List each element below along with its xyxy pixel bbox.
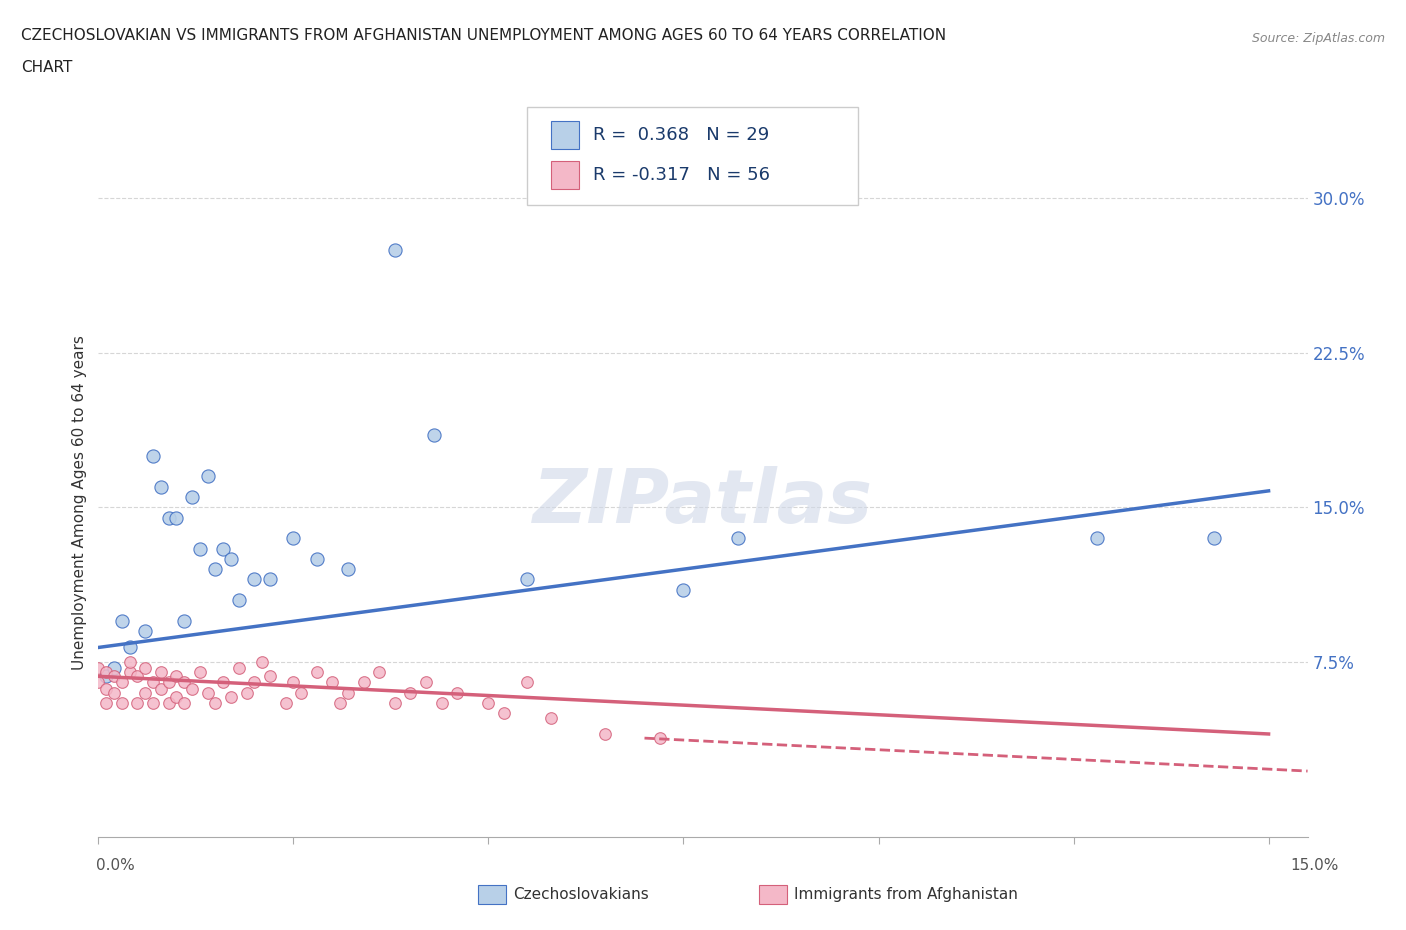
Point [219,551,242,566]
Point [96,681,118,696]
Point [283,675,305,690]
Point [1202,531,1225,546]
Point [259,669,281,684]
Point [157,511,180,525]
Point [188,665,211,680]
Point [197,469,219,484]
Text: Source: ZipAtlas.com: Source: ZipAtlas.com [1251,32,1385,45]
Point [494,706,516,721]
Point [165,669,187,684]
Point [87,660,110,675]
Point [142,448,165,463]
Point [516,572,538,587]
Point [595,726,617,741]
Point [415,675,437,690]
Point [204,696,226,711]
Point [648,731,671,746]
Point [142,675,165,690]
Point [446,685,468,700]
Point [252,655,274,670]
Point [204,562,226,577]
Point [188,541,211,556]
Point [111,696,134,711]
Point [243,572,266,587]
Point [96,669,118,684]
Text: 15.0%: 15.0% [1291,857,1339,872]
Point [165,689,187,704]
Point [430,696,453,711]
Y-axis label: Unemployment Among Ages 60 to 64 years: Unemployment Among Ages 60 to 64 years [72,335,87,670]
Point [103,669,125,684]
Point [243,675,266,690]
Point [96,696,118,711]
Point [290,685,312,700]
Point [111,613,134,628]
Text: ZIPatlas: ZIPatlas [533,466,873,538]
Point [111,675,134,690]
Point [118,655,141,670]
Point [173,613,195,628]
Point [305,551,328,566]
Point [134,660,156,675]
Point [727,531,749,546]
Point [337,685,360,700]
Text: CZECHOSLOVAKIAN VS IMMIGRANTS FROM AFGHANISTAN UNEMPLOYMENT AMONG AGES 60 TO 64 : CZECHOSLOVAKIAN VS IMMIGRANTS FROM AFGHA… [21,28,946,43]
Point [142,696,165,711]
Point [103,660,125,675]
Point [321,675,343,690]
Point [274,696,297,711]
Point [228,592,250,607]
Point [516,675,538,690]
Point [423,428,446,443]
Point [134,685,156,700]
Point [181,681,204,696]
Point [157,675,180,690]
Text: Czechoslovakians: Czechoslovakians [513,887,650,902]
Point [212,541,235,556]
Point [384,696,406,711]
Point [181,489,204,504]
Point [118,640,141,655]
Point [235,685,257,700]
Point [96,665,118,680]
Point [384,243,406,258]
Point [329,696,352,711]
Point [219,689,242,704]
Point [337,562,360,577]
Point [540,711,562,725]
Point [259,572,281,587]
Text: 0.0%: 0.0% [96,857,135,872]
Point [197,685,219,700]
Point [127,669,149,684]
Point [399,685,422,700]
Point [127,696,149,711]
Point [353,675,375,690]
Point [157,696,180,711]
Point [477,696,499,711]
Point [173,696,195,711]
Point [173,675,195,690]
Point [212,675,235,690]
Point [134,623,156,638]
Point [149,665,172,680]
Text: R =  0.368   N = 29: R = 0.368 N = 29 [593,126,769,144]
Point [1085,531,1108,546]
Point [103,685,125,700]
Point [165,511,187,525]
Text: Immigrants from Afghanistan: Immigrants from Afghanistan [794,887,1018,902]
Point [118,665,141,680]
Point [149,681,172,696]
Text: CHART: CHART [21,60,73,75]
Point [149,479,172,494]
Point [283,531,305,546]
Point [672,582,695,597]
Point [228,660,250,675]
Point [87,675,110,690]
Point [305,665,328,680]
Text: R = -0.317   N = 56: R = -0.317 N = 56 [593,166,770,184]
Point [368,665,391,680]
